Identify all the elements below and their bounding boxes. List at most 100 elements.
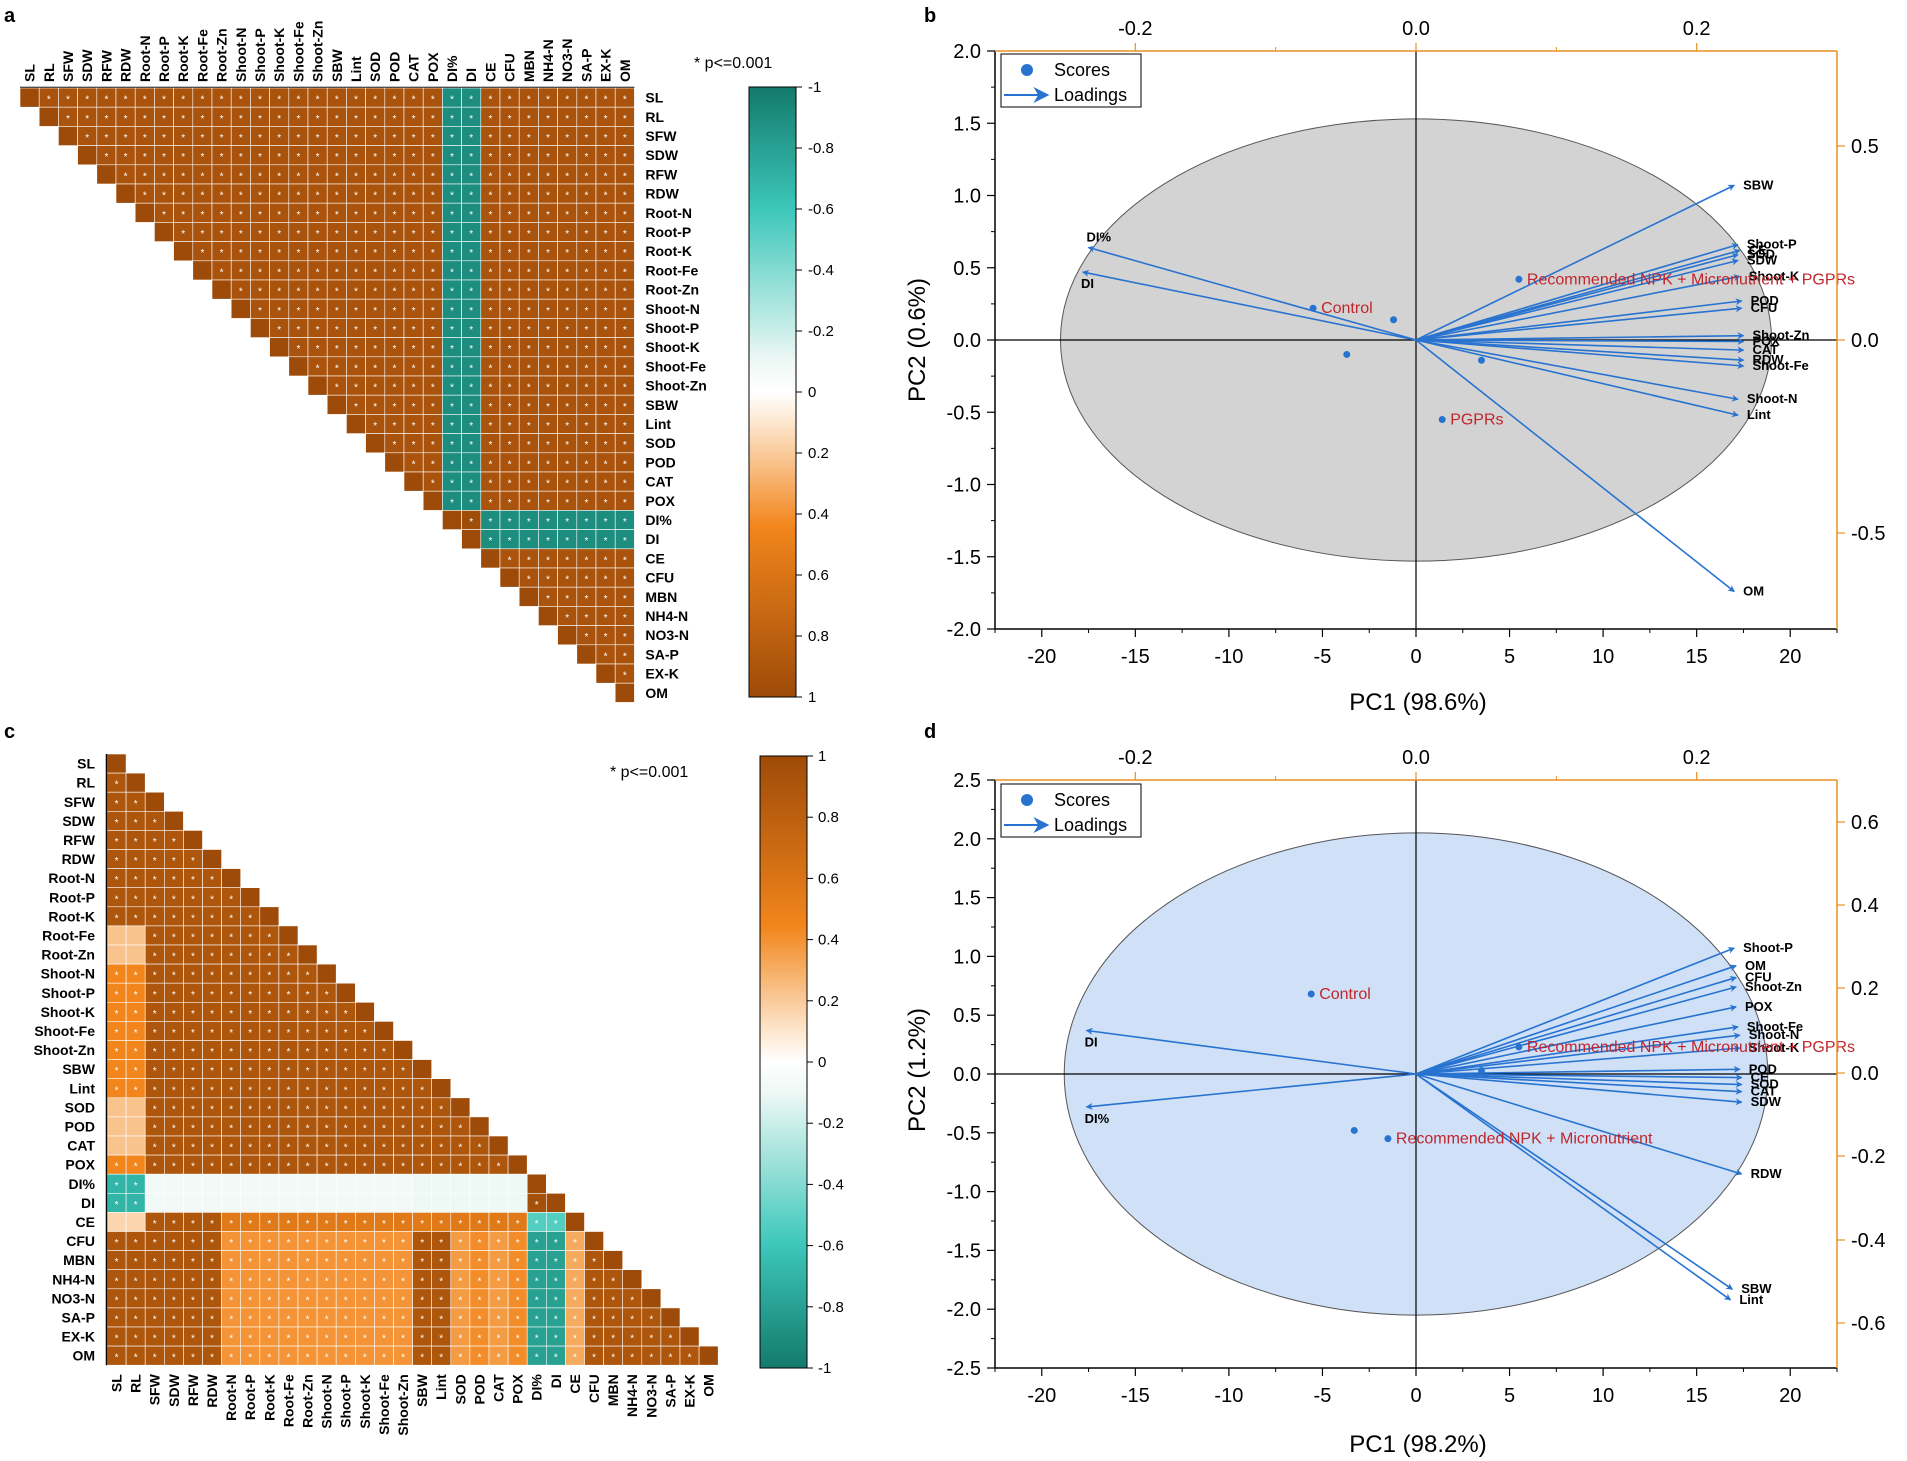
star-a: * [412,171,416,182]
star-a: * [354,133,358,144]
star-c: * [286,1314,290,1325]
cell-c-ce-sl [106,1212,127,1232]
star-c: * [306,1334,310,1345]
star-c: * [554,1257,558,1268]
col-label-c-cfu: CFU [586,1374,602,1403]
star-c: * [611,1334,615,1345]
star-c: * [477,1295,481,1306]
star-a: * [412,287,416,298]
b-loading-label-pod: POD [1751,293,1779,308]
star-a: * [508,383,512,394]
d-xtick-label: 5 [1504,1385,1515,1407]
star-a: * [181,114,185,125]
star-a: * [220,267,224,278]
star-a: * [508,498,512,509]
star-c: * [325,1104,329,1115]
colorbar-a-tick-label: -0.4 [808,262,834,279]
star-c: * [286,1353,290,1364]
cell-c-sod-sod [450,1097,471,1118]
star-c: * [267,1104,271,1115]
star-c: * [153,1143,157,1154]
star-a: * [469,325,473,336]
legend-d-scores: Scores [1054,790,1110,810]
col-label-c-mbn: MBN [605,1374,621,1406]
star-a: * [258,229,262,240]
cell-c-pod-pod [469,1116,490,1137]
row-label-a-sl: SL [645,90,663,106]
star-a: * [412,402,416,413]
cell-c-di-shoot-zn [393,1193,413,1213]
col-label-a-sl: SL [22,64,38,82]
b-loading-label-sbw: SBW [1743,177,1774,192]
star-a: * [565,306,569,317]
star-a: * [469,459,473,470]
star-a: * [584,632,588,643]
star-c: * [401,1104,405,1115]
star-c: * [420,1238,424,1249]
star-c: * [210,1334,214,1345]
star-c: * [229,913,233,924]
cell-c-dipct-pod [469,1173,490,1194]
star-c: * [248,1085,252,1096]
star-c: * [248,1353,252,1364]
star-c: * [439,1162,443,1173]
star-a: * [66,114,70,125]
star-c: * [573,1238,577,1249]
heatmap-c-stars: * * * * * * * * * * * * * * * * * * * * * * * * * * * * * * * * * * * * * * * *… [115,780,692,1364]
star-a: * [373,114,377,125]
star-a: * [469,114,473,125]
col-label-c-root-k: Root-K [261,1374,277,1421]
col-label-c-rfw: RFW [185,1373,201,1406]
star-c: * [210,1219,214,1230]
star-a: * [200,133,204,144]
cell-c-di-root-n [221,1193,242,1213]
heatmap-a-row-labels: SL RL SFW SDW RFW RDW Root-N Root-P Root-K Root-F… [645,90,706,701]
star-a: * [373,133,377,144]
star-a: * [450,344,454,355]
star-c: * [573,1314,577,1325]
cell-c-rl-rl [125,772,146,793]
legend-d: Scores Loadings [1000,783,1142,838]
star-a: * [412,383,416,394]
b-loading-label-cfu: CFU [1751,300,1778,315]
star-c: * [458,1276,462,1287]
b-xtick-label: -5 [1314,646,1332,668]
d-ytick-label: 2.0 [953,829,981,851]
star-c: * [153,1353,157,1364]
star-a: * [565,363,569,374]
d-loading-label-shoot-k: Shoot-K [1749,1040,1800,1055]
star-c: * [153,1238,157,1249]
star-c: * [267,1162,271,1173]
star-c: * [172,971,176,982]
star-c: * [382,1334,386,1345]
star-a: * [354,114,358,125]
cell-c-di-root-fe [278,1193,299,1213]
star-a: * [604,383,608,394]
cell-c-di-root-zn [297,1193,318,1213]
star-a: * [412,133,416,144]
star-c: * [306,1162,310,1173]
d-loading-label-pox: POX [1745,999,1773,1014]
star-c: * [554,1314,558,1325]
star-a: * [450,171,454,182]
star-a: * [508,248,512,259]
star-c: * [439,1219,443,1230]
row-label-c-rdw: RDW [62,851,96,867]
star-c: * [248,971,252,982]
star-a: * [488,114,492,125]
col-label-a-cat: CAT [406,54,422,82]
star-c: * [267,971,271,982]
star-c: * [134,1200,138,1211]
star-a: * [469,248,473,259]
col-label-c-dipct: DI% [529,1374,545,1401]
star-c: * [248,1162,252,1173]
cell-c-rfw-rfw [183,830,203,850]
row-label-c-root-zn: Root-Zn [41,947,95,963]
star-c: * [611,1353,615,1364]
cell-a-shoot-zn-shoot-zn [307,375,328,396]
d-loading-arrow-shoot-p [1415,947,1736,1075]
star-c: * [630,1334,634,1345]
col-label-c-sl: SL [109,1374,125,1392]
star-a: * [584,575,588,586]
star-c: * [497,1295,501,1306]
